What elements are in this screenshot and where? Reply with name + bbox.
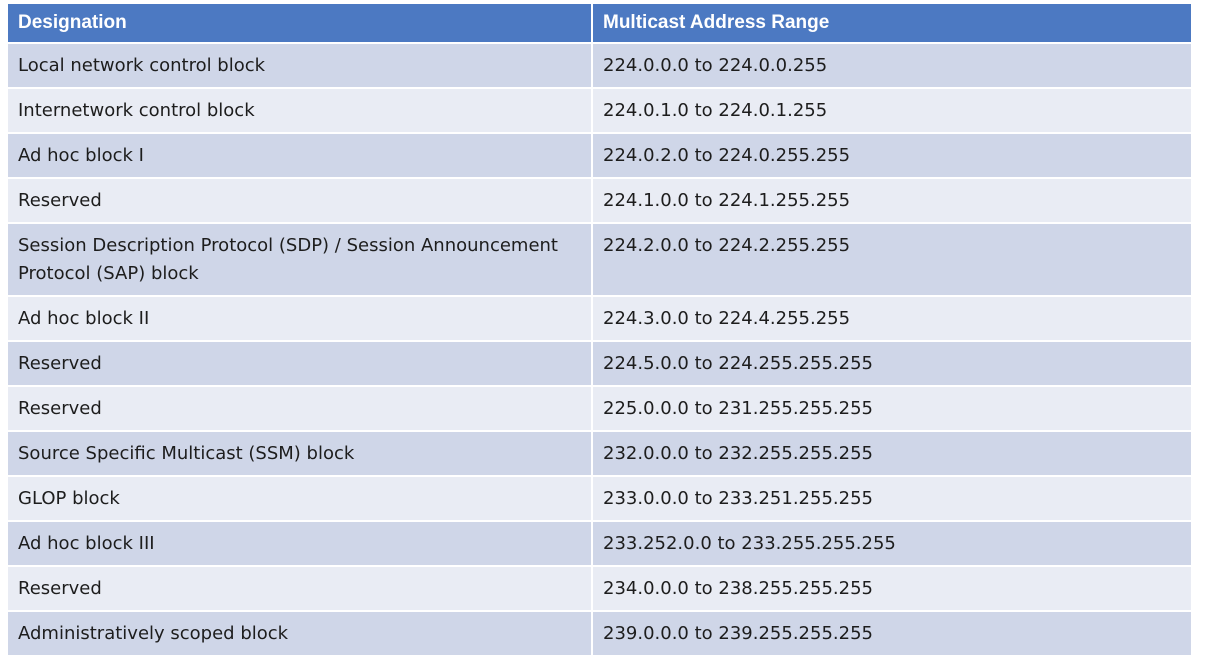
address-range-cell: 233.252.0.0 to 233.255.255.255 (592, 521, 1191, 567)
address-range-cell: 232.0.0.0 to 232.255.255.255 (592, 431, 1191, 477)
address-range-cell: 233.0.0.0 to 233.251.255.255 (592, 476, 1191, 522)
table-row: GLOP block 233.0.0.0 to 233.251.255.255 (8, 476, 1191, 522)
multicast-address-table: Designation Multicast Address Range Loca… (8, 4, 1191, 657)
header-address-range: Multicast Address Range (592, 4, 1191, 44)
address-range-cell: 224.0.1.0 to 224.0.1.255 (592, 88, 1191, 134)
designation-cell: Ad hoc block I (8, 133, 593, 179)
table-row: Ad hoc block III 233.252.0.0 to 233.255.… (8, 521, 1191, 567)
table-row: Session Description Protocol (SDP) / Ses… (8, 223, 1191, 297)
address-range-cell: 225.0.0.0 to 231.255.255.255 (592, 386, 1191, 432)
designation-cell: Reserved (8, 178, 593, 224)
table-header-row: Designation Multicast Address Range (8, 4, 1191, 44)
designation-cell: Session Description Protocol (SDP) / Ses… (8, 223, 593, 297)
designation-cell: Reserved (8, 386, 593, 432)
designation-cell: Local network control block (8, 43, 593, 89)
table-row: Internetwork control block 224.0.1.0 to … (8, 88, 1191, 134)
table-row: Reserved 234.0.0.0 to 238.255.255.255 (8, 566, 1191, 612)
designation-cell: Internetwork control block (8, 88, 593, 134)
table-row: Ad hoc block I 224.0.2.0 to 224.0.255.25… (8, 133, 1191, 179)
designation-cell: Reserved (8, 341, 593, 387)
table-row: Ad hoc block II 224.3.0.0 to 224.4.255.2… (8, 296, 1191, 342)
table-row: Reserved 225.0.0.0 to 231.255.255.255 (8, 386, 1191, 432)
table-row: Reserved 224.5.0.0 to 224.255.255.255 (8, 341, 1191, 387)
table-row: Administratively scoped block 239.0.0.0 … (8, 611, 1191, 657)
table-row: Local network control block 224.0.0.0 to… (8, 43, 1191, 89)
header-designation: Designation (8, 4, 593, 44)
address-range-cell: 234.0.0.0 to 238.255.255.255 (592, 566, 1191, 612)
designation-cell: GLOP block (8, 476, 593, 522)
address-range-cell: 224.0.0.0 to 224.0.0.255 (592, 43, 1191, 89)
address-range-cell: 224.3.0.0 to 224.4.255.255 (592, 296, 1191, 342)
address-range-cell: 224.0.2.0 to 224.0.255.255 (592, 133, 1191, 179)
address-range-cell: 239.0.0.0 to 239.255.255.255 (592, 611, 1191, 657)
table-row: Source Specific Multicast (SSM) block 23… (8, 431, 1191, 477)
designation-cell: Source Specific Multicast (SSM) block (8, 431, 593, 477)
designation-cell: Administratively scoped block (8, 611, 593, 657)
address-range-cell: 224.2.0.0 to 224.2.255.255 (592, 223, 1191, 297)
designation-cell: Ad hoc block II (8, 296, 593, 342)
table-row: Reserved 224.1.0.0 to 224.1.255.255 (8, 178, 1191, 224)
designation-cell: Ad hoc block III (8, 521, 593, 567)
designation-cell: Reserved (8, 566, 593, 612)
address-range-cell: 224.1.0.0 to 224.1.255.255 (592, 178, 1191, 224)
address-range-cell: 224.5.0.0 to 224.255.255.255 (592, 341, 1191, 387)
